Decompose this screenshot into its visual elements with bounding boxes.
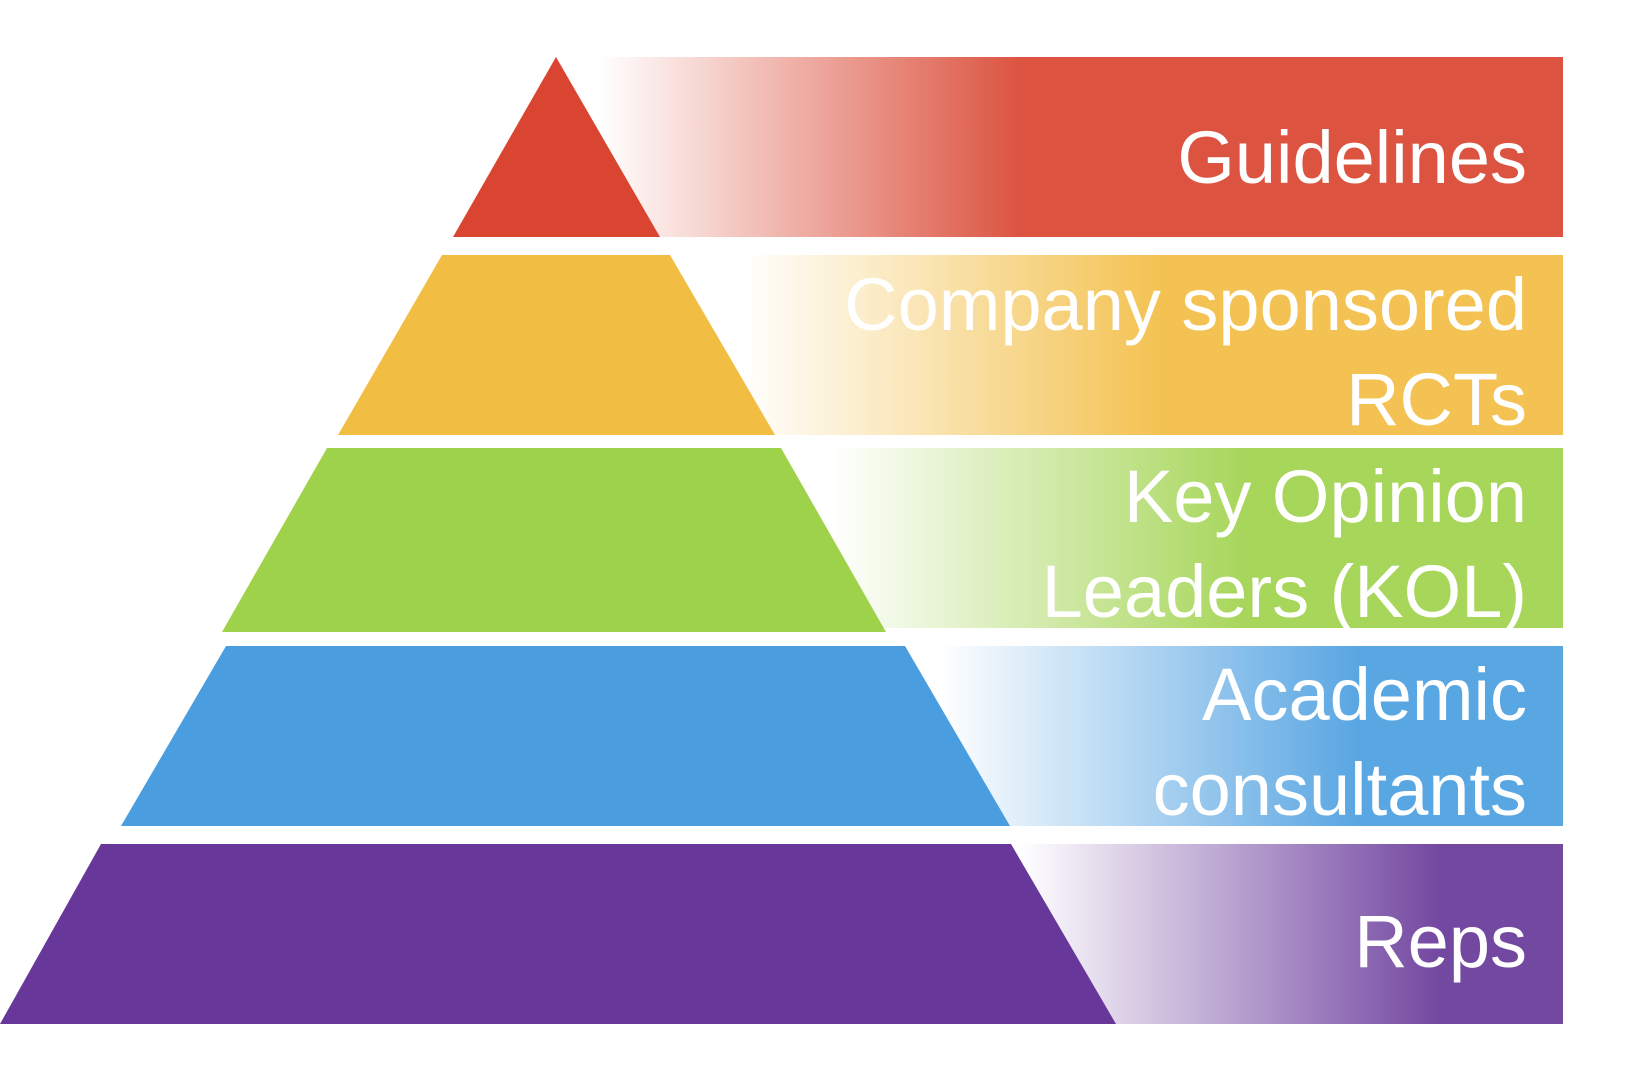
pyramid-level-academic-consultants xyxy=(121,646,1010,826)
pyramid-level-guidelines xyxy=(453,57,660,237)
label-band-academic-consultants xyxy=(900,646,1563,826)
tier-label-company-sponsored-rcts-line-1: Company sponsored xyxy=(844,263,1527,346)
pyramid-level-company-sponsored-rcts xyxy=(338,255,775,435)
label-band-guidelines xyxy=(600,57,1563,237)
tier-label-academic-consultants-line-1: Academic xyxy=(1202,653,1527,736)
tier-label-reps-line-1: Reps xyxy=(1354,900,1527,983)
label-band-reps xyxy=(1010,844,1563,1024)
label-bands xyxy=(600,57,1563,1024)
tier-label-company-sponsored-rcts-line-2: RCTs xyxy=(1346,358,1527,441)
tier-label-key-opinion-leaders-line-2: Leaders (KOL) xyxy=(1042,550,1527,633)
label-band-company-sponsored-rcts xyxy=(640,255,1563,435)
pyramid-level-reps xyxy=(0,844,1116,1024)
tier-label-guidelines-line-1: Guidelines xyxy=(1177,116,1527,199)
tier-labels: Guidelines Company sponsored RCTs Key Opini… xyxy=(844,116,1527,983)
tier-label-academic-consultants-line-2: consultants xyxy=(1153,748,1527,831)
tier-label-key-opinion-leaders-line-1: Key Opinion xyxy=(1124,455,1527,538)
pyramid-levels xyxy=(0,57,1116,1024)
label-band-key-opinion-leaders xyxy=(780,448,1563,628)
pyramid-level-key-opinion-leaders xyxy=(222,448,886,632)
